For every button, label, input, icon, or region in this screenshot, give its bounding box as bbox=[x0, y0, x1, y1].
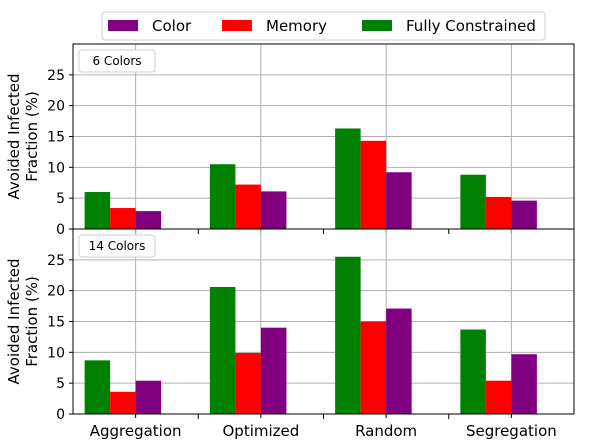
legend-swatch-memory bbox=[222, 20, 252, 31]
bar-memory-segregation bbox=[485, 196, 512, 229]
bar-fully-constrained-segregation bbox=[460, 329, 486, 414]
bar-fully-constrained-aggregation bbox=[84, 360, 111, 414]
y-axis-label: Avoided InfectedFraction (%) bbox=[5, 259, 41, 385]
bar-fully-constrained-optimized bbox=[209, 164, 236, 229]
plot-frame bbox=[72, 228, 575, 415]
legend: Color Memory Fully Constrained bbox=[101, 11, 546, 41]
y-tick-label: 10 bbox=[47, 160, 65, 176]
legend-swatch-fully-constrained bbox=[362, 20, 392, 31]
bar-color-optimized bbox=[260, 191, 287, 229]
bar-memory-segregation bbox=[485, 380, 512, 414]
y-tick-label: 25 bbox=[47, 253, 65, 269]
bar-fully-constrained-aggregation bbox=[84, 192, 111, 229]
legend-label-fully-constrained: Fully Constrained bbox=[406, 17, 536, 35]
legend-label-color: Color bbox=[152, 17, 192, 35]
panel-label-box: 6 Colors bbox=[78, 49, 156, 73]
bar-fully-constrained-optimized bbox=[209, 286, 236, 414]
chart-panel-1: 0 5 10 15 20 25 Avoided InfectedFraction (%) 6 … bbox=[5, 43, 575, 238]
bar-color-random bbox=[386, 172, 412, 229]
y-tick-label: 20 bbox=[47, 99, 65, 115]
panel-label: 14 Colors bbox=[89, 239, 146, 253]
chart-panels: 0 5 10 15 20 25 Avoided InfectedFraction (%) 6 … bbox=[5, 43, 575, 440]
legend-frame bbox=[101, 11, 546, 41]
bar-memory-optimized bbox=[235, 184, 261, 229]
bar-color-optimized bbox=[260, 327, 287, 414]
y-tick-label: 5 bbox=[56, 376, 65, 392]
bar-memory-random bbox=[360, 321, 387, 414]
y-tick-label: 0 bbox=[56, 222, 65, 238]
y-tick-label: 15 bbox=[47, 130, 65, 146]
bar-color-segregation bbox=[511, 354, 537, 414]
bar-color-segregation bbox=[511, 200, 537, 229]
bar-memory-aggregation bbox=[110, 391, 136, 414]
panel-label-frame bbox=[78, 49, 156, 73]
legend-label-memory: Memory bbox=[266, 17, 327, 35]
bar-memory-optimized bbox=[235, 352, 261, 414]
x-tick-label: Segregation bbox=[466, 422, 557, 440]
panel-label-frame bbox=[78, 234, 156, 258]
bar-color-random bbox=[386, 308, 412, 414]
y-tick-label: 5 bbox=[56, 191, 65, 207]
y-axis-label: Avoided InfectedFraction (%) bbox=[5, 74, 41, 200]
bar-color-aggregation bbox=[135, 380, 162, 414]
bar-fully-constrained-segregation bbox=[460, 174, 486, 229]
legend-swatch-color bbox=[108, 20, 138, 31]
panel-label-box: 14 Colors bbox=[78, 234, 156, 258]
x-tick-label: Random bbox=[355, 422, 417, 440]
y-tick-label: 15 bbox=[47, 315, 65, 331]
y-tick-label: 20 bbox=[47, 284, 65, 300]
bar-memory-aggregation bbox=[110, 208, 136, 229]
bar-fully-constrained-random bbox=[335, 128, 361, 229]
y-tick-label: 10 bbox=[47, 345, 65, 361]
bar-memory-random bbox=[360, 140, 387, 229]
x-tick-label: Aggregation bbox=[90, 422, 182, 440]
y-tick-label: 0 bbox=[56, 407, 65, 423]
bar-fully-constrained-random bbox=[335, 256, 361, 414]
x-tick-label: Optimized bbox=[222, 422, 299, 440]
panel-label: 6 Colors bbox=[92, 54, 141, 68]
y-tick-label: 25 bbox=[47, 68, 65, 84]
chart-panel-2: 0 5 10 15 20 25 Avoided InfectedFraction (%) 14… bbox=[5, 228, 575, 440]
bar-color-aggregation bbox=[135, 211, 162, 229]
